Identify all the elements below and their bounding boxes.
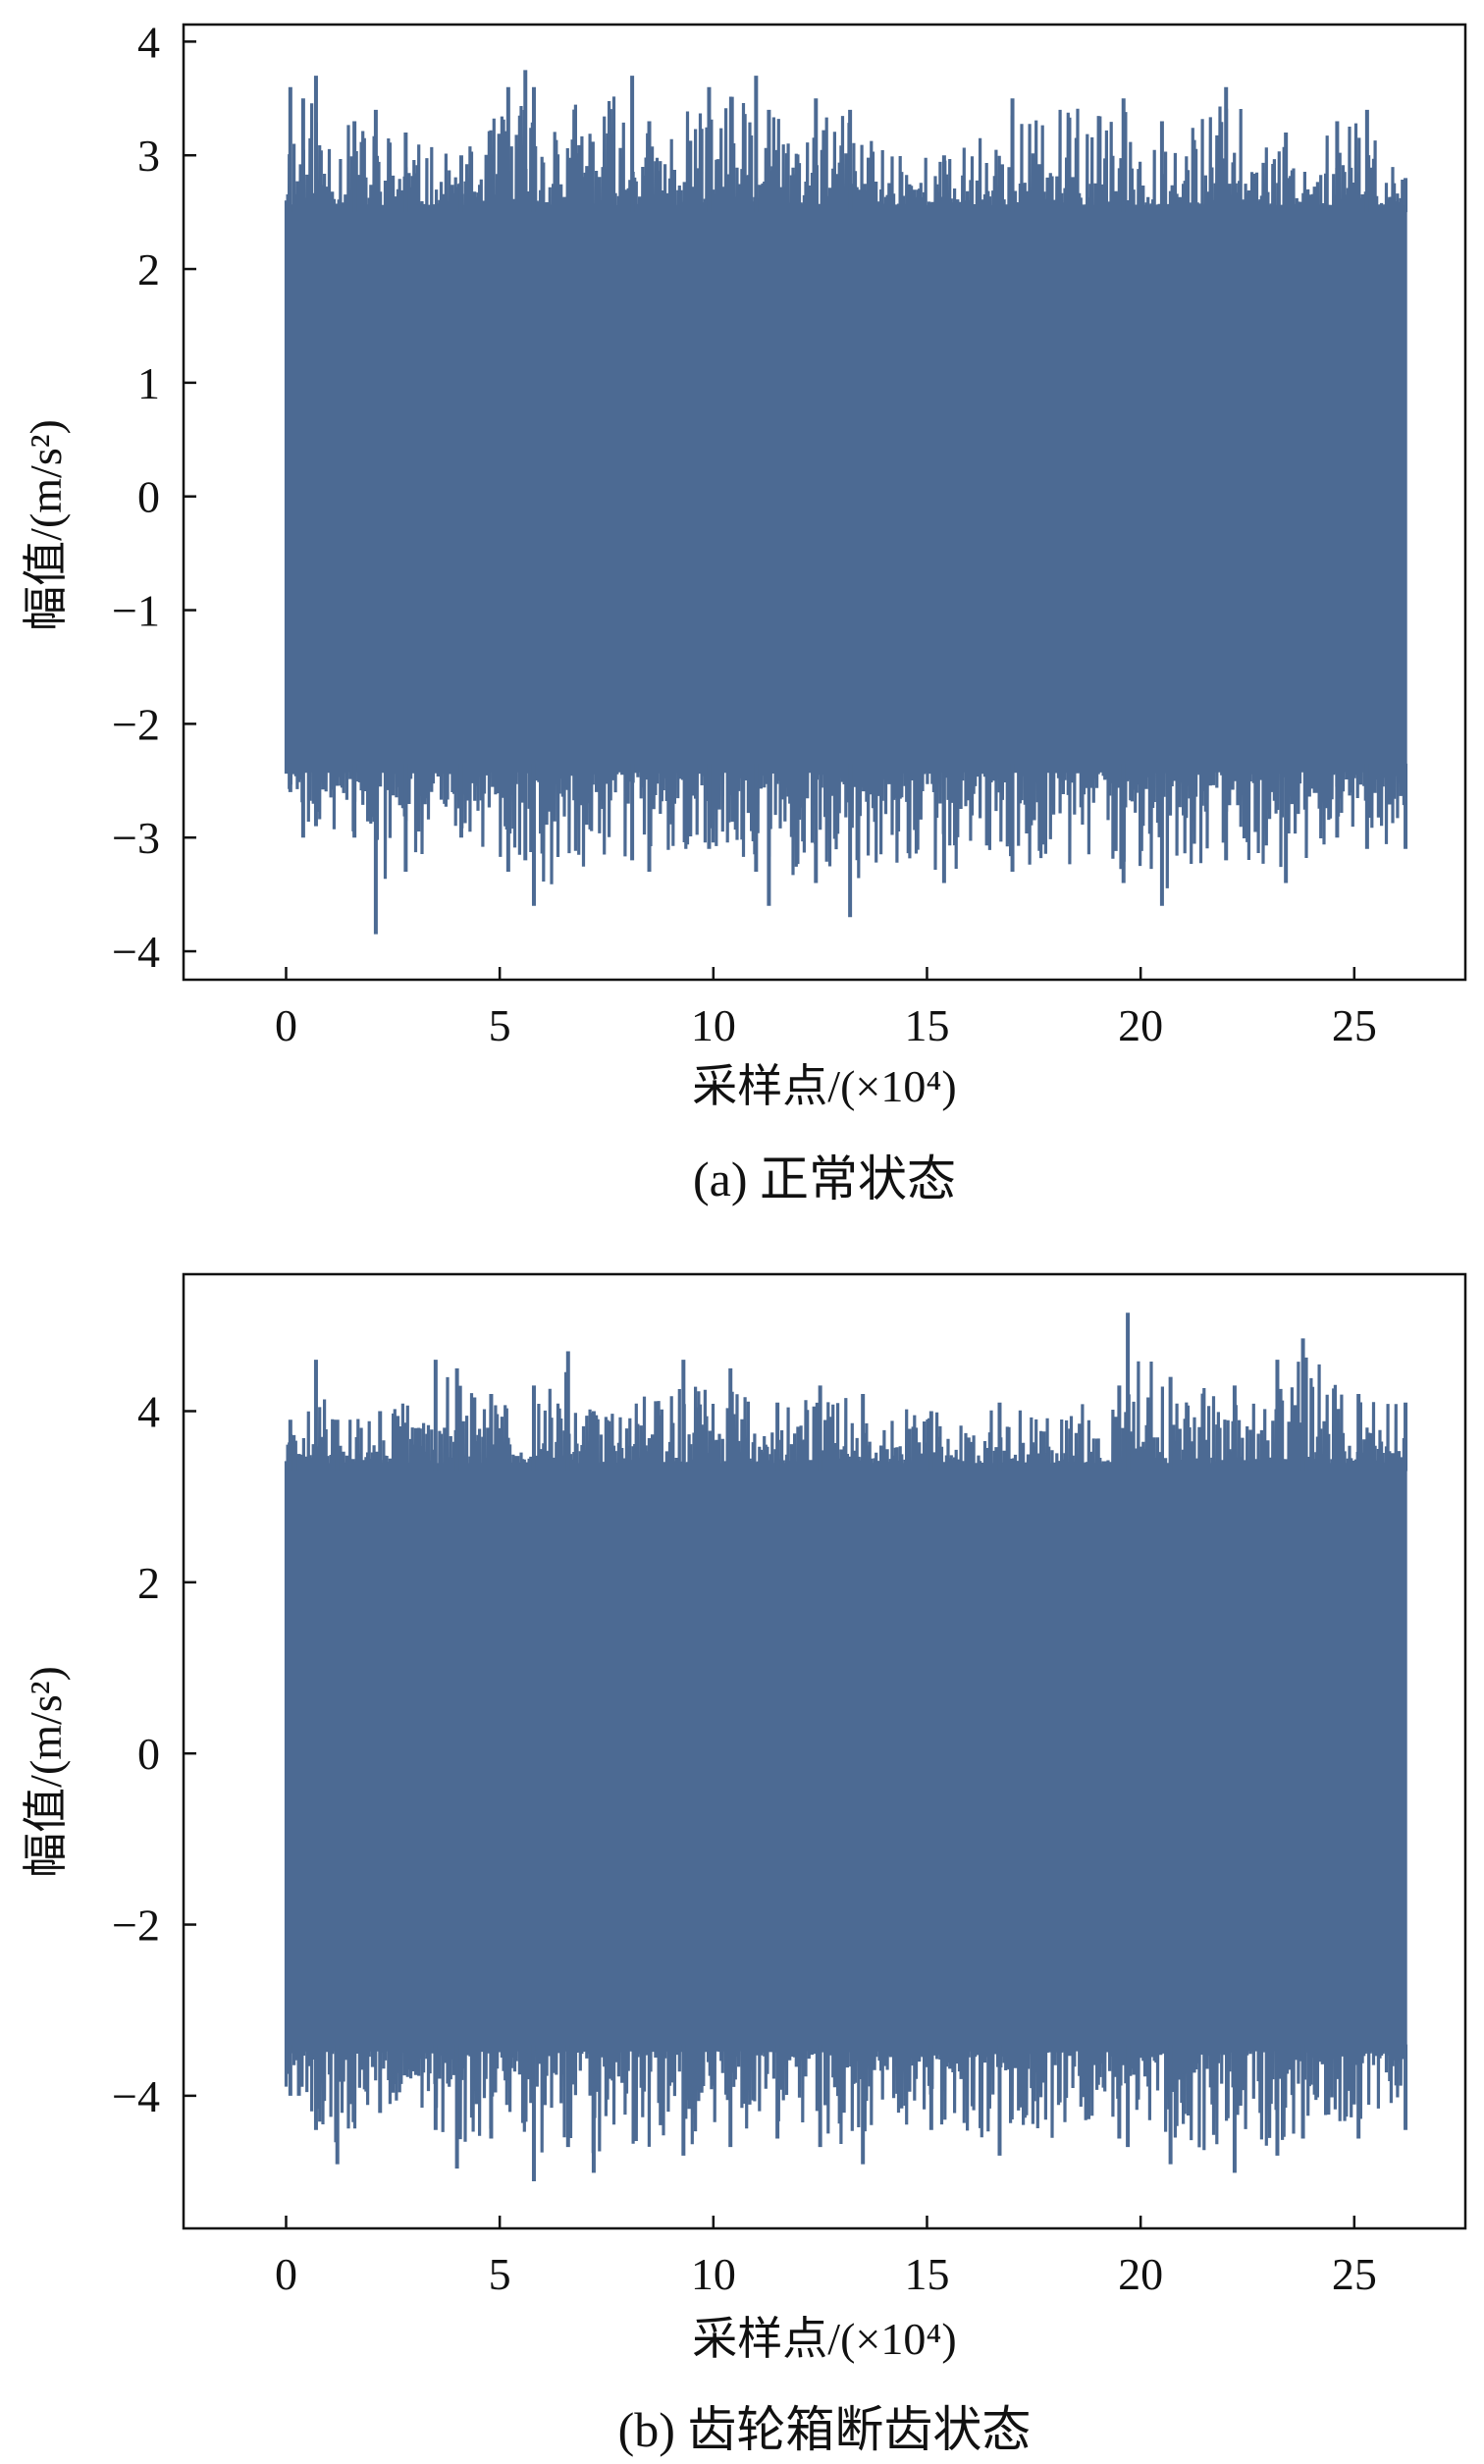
x-tick-label: 10 xyxy=(691,1000,736,1050)
x-tick-label: 5 xyxy=(489,2249,511,2299)
y-tick-label: −4 xyxy=(112,2071,160,2121)
signal-texture xyxy=(284,96,1407,888)
y-tick-label: −2 xyxy=(112,1901,160,1951)
y-tick-label: −2 xyxy=(112,699,160,749)
y-tick-label: 4 xyxy=(137,1386,160,1436)
x-tick-label: 20 xyxy=(1118,2249,1163,2299)
signal-texture xyxy=(284,1357,1407,2154)
panel-caption: (b) 齿轮箱断齿状态 xyxy=(618,2402,1032,2457)
x-tick-label: 15 xyxy=(904,1000,949,1050)
y-tick-label: −3 xyxy=(112,813,160,863)
x-tick-label: 20 xyxy=(1118,1000,1163,1050)
plot-frame xyxy=(182,23,1467,982)
x-axis-label: 采样点/(×10⁴) xyxy=(692,1061,956,1111)
y-tick-label: 1 xyxy=(137,358,160,408)
chart-panel-b: −4 −2 0 2 4 0 5 10 15 20 25 采样点/(×10⁴) 幅值/(m/s²) (b) … xyxy=(21,1272,1467,2457)
y-tick-label: −4 xyxy=(112,927,160,977)
y-axis-label: 幅值/(m/s²) xyxy=(21,419,71,631)
x-tick-label: 0 xyxy=(275,2249,297,2299)
chart-panel-a: −4 −3 −2 −1 0 1 2 3 4 0 5 10 15 20 25 采样点/(×10⁴) 幅值/(m/s… xyxy=(21,17,1467,1206)
y-tick-label: 0 xyxy=(137,472,160,522)
y-axis-label: 幅值/(m/s²) xyxy=(21,1666,71,1878)
x-tick-label: 25 xyxy=(1332,1000,1377,1050)
plot-frame xyxy=(182,1272,1467,2230)
y-tick-label: 2 xyxy=(137,244,160,295)
y-tick-label: 4 xyxy=(137,17,160,67)
x-tick-label: 25 xyxy=(1332,2249,1377,2299)
panel-caption: (a) 正常状态 xyxy=(693,1152,956,1206)
x-tick-label: 0 xyxy=(275,1000,297,1050)
y-tick-label: 3 xyxy=(137,131,160,181)
x-tick-label: 10 xyxy=(691,2249,736,2299)
y-tick-label: 2 xyxy=(137,1558,160,1608)
x-tick-label: 15 xyxy=(904,2249,949,2299)
x-tick-label: 5 xyxy=(489,1000,511,1050)
y-tick-label: 0 xyxy=(137,1729,160,1779)
y-tick-label: −1 xyxy=(112,586,160,636)
x-axis-label: 采样点/(×10⁴) xyxy=(692,2314,956,2364)
